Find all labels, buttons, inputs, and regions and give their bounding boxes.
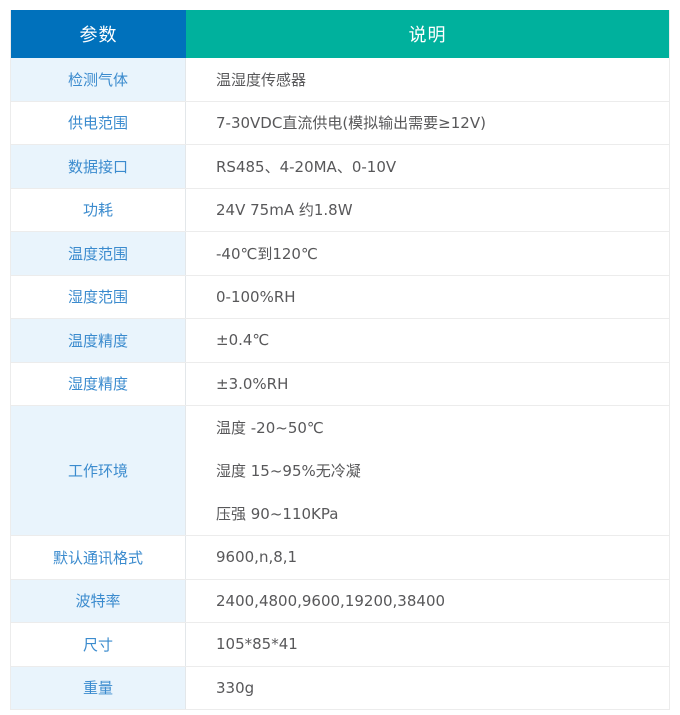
desc-line: 湿度 15~95%无冷凝 [216,462,361,480]
param-cell: 检测气体 [11,58,186,101]
param-cell: 默认通讯格式 [11,536,186,579]
desc-text: 0-100%RH [216,287,296,306]
param-cell: 温度精度 [11,319,186,362]
desc-text: 温湿度传感器 [216,70,307,89]
desc-text: ±3.0%RH [216,374,289,393]
param-cell: 湿度范围 [11,275,186,318]
desc-text: RS485、4-20MA、0-10V [216,157,397,176]
desc-cell: 温湿度传感器 [186,58,669,101]
desc-cell: 2400,4800,9600,19200,38400 [186,579,669,622]
table-header-row: 参数 说明 [11,10,669,58]
table-row: 数据接口 RS485、4-20MA、0-10V [11,145,669,189]
desc-cell: 9600,n,8,1 [186,536,669,579]
desc-cell: ±3.0%RH [186,362,669,405]
param-cell: 供电范围 [11,101,186,144]
desc-cell: 105*85*41 [186,623,669,666]
desc-cell: 温度 -20~50℃ 湿度 15~95%无冷凝 压强 90~110KPa [186,406,669,535]
param-cell: 功耗 [11,188,186,231]
param-cell: 重量 [11,666,186,709]
table-row: 默认通讯格式 9600,n,8,1 [11,536,669,580]
desc-text: 2400,4800,9600,19200,38400 [216,591,446,610]
desc-cell: 0-100%RH [186,275,669,318]
desc-text: 24V 75mA 约1.8W [216,201,353,220]
table-row: 供电范围 7-30VDC直流供电(模拟输出需要≥12V) [11,101,669,145]
table-row: 波特率 2400,4800,9600,19200,38400 [11,579,669,623]
desc-cell: RS485、4-20MA、0-10V [186,145,669,188]
desc-text: 9600,n,8,1 [216,548,298,567]
param-cell: 波特率 [11,579,186,622]
desc-cell: ±0.4℃ [186,319,669,362]
table-row: 工作环境 温度 -20~50℃ 湿度 15~95%无冷凝 压强 90~110KPa [11,406,669,536]
table-row: 湿度精度 ±3.0%RH [11,362,669,406]
table-row: 温度精度 ±0.4℃ [11,319,669,363]
table-row: 温度范围 -40℃到120℃ [11,232,669,276]
header-cell-desc: 说明 [186,10,669,58]
table-row: 检测气体 温湿度传感器 [11,58,669,102]
desc-cell: -40℃到120℃ [186,232,669,275]
table-row: 重量 330g [11,666,669,710]
param-cell: 数据接口 [11,145,186,188]
param-cell: 工作环境 [11,406,186,535]
table-row: 尺寸 105*85*41 [11,623,669,667]
desc-line: 压强 90~110KPa [216,505,339,523]
desc-cell: 24V 75mA 约1.8W [186,188,669,231]
desc-cell: 7-30VDC直流供电(模拟输出需要≥12V) [186,101,669,144]
table-row: 湿度范围 0-100%RH [11,275,669,319]
header-cell-param: 参数 [11,10,186,58]
desc-line: 温度 -20~50℃ [216,419,324,437]
param-cell: 尺寸 [11,623,186,666]
param-cell: 温度范围 [11,232,186,275]
spec-table-body: 检测气体 温湿度传感器 供电范围 7-30VDC直流供电(模拟输出需要≥12V)… [11,58,669,710]
desc-text: 7-30VDC直流供电(模拟输出需要≥12V) [216,114,486,133]
desc-text: 330g [216,678,255,697]
param-cell: 湿度精度 [11,362,186,405]
spec-table: 参数 说明 检测气体 温湿度传感器 供电范围 7-30VDC直流供电(模拟输出需… [10,10,670,710]
desc-text: -40℃到120℃ [216,244,318,263]
desc-text: 105*85*41 [216,635,298,654]
desc-text: ±0.4℃ [216,331,270,350]
desc-cell: 330g [186,666,669,709]
table-row: 功耗 24V 75mA 约1.8W [11,188,669,232]
